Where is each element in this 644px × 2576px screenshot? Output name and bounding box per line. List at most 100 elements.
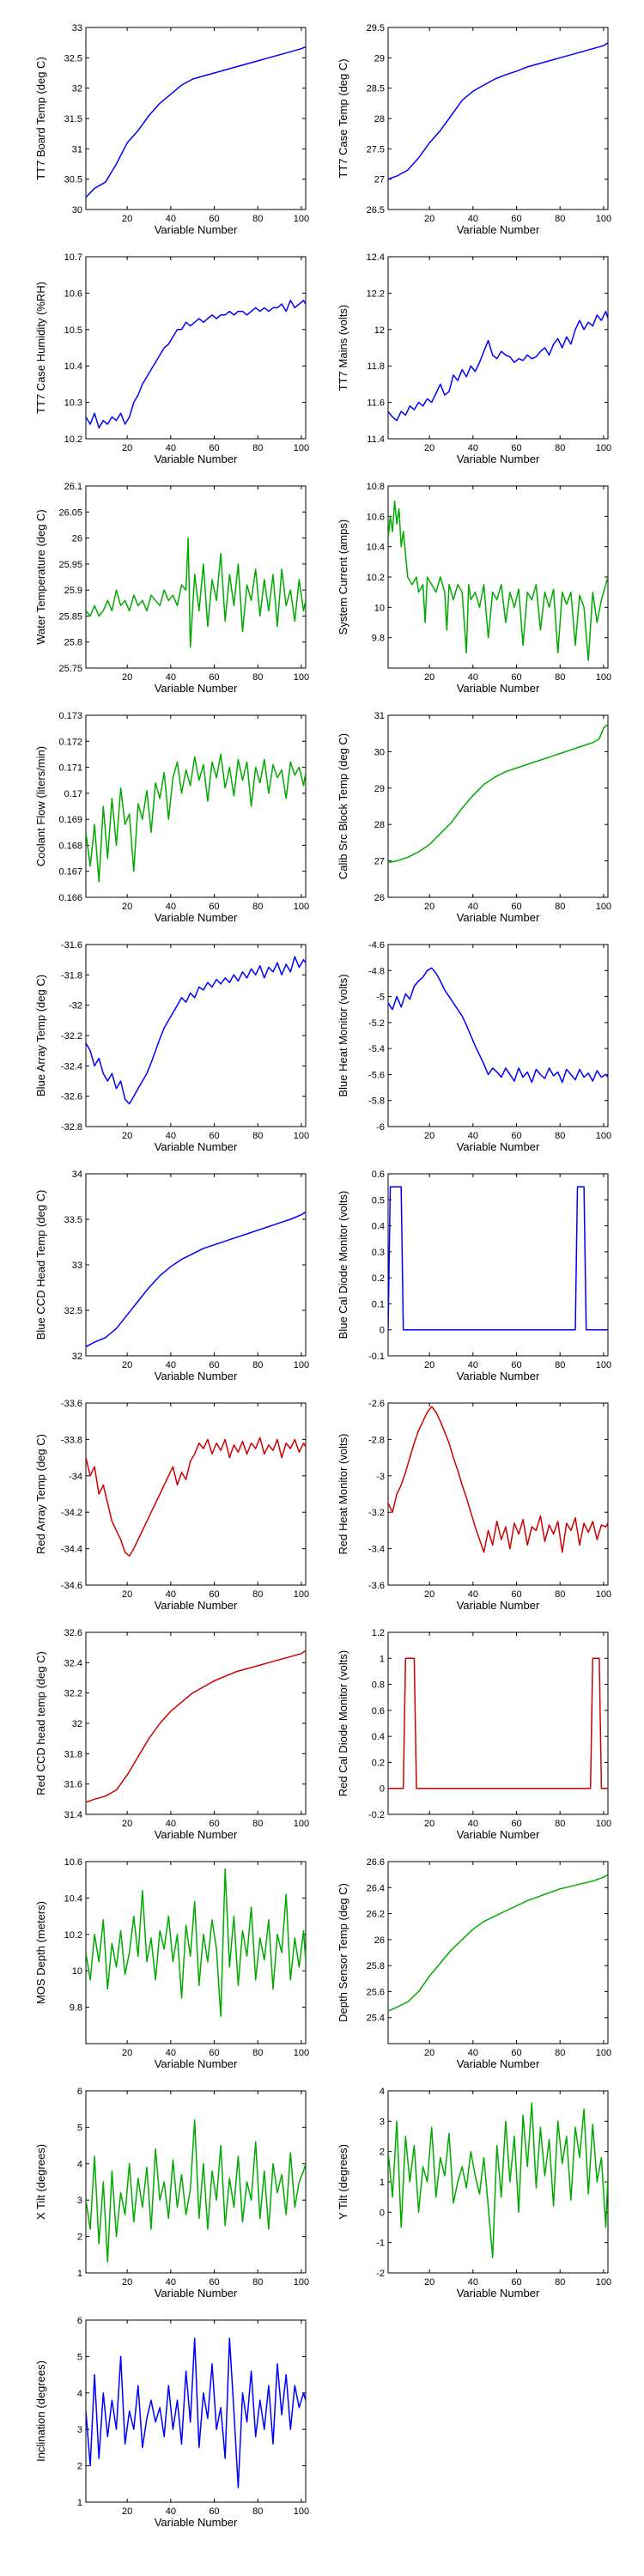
x-tick-label: 100 (294, 1589, 309, 1600)
y-tick-label: 30.5 (64, 175, 82, 185)
x-tick-label: 80 (555, 443, 565, 453)
x-tick-label: 40 (166, 2506, 176, 2517)
y-tick-label: -32.4 (61, 1061, 82, 1072)
x-axis-label: Variable Number (457, 682, 540, 695)
x-tick-label: 100 (294, 902, 309, 912)
y-tick-label: 0.4 (372, 1732, 385, 1742)
x-tick-label: 40 (468, 443, 478, 453)
y-tick-label: 0.171 (58, 763, 82, 774)
x-tick-label: 60 (511, 1360, 521, 1370)
y-tick-label: 10.6 (367, 512, 385, 522)
y-tick-label: 12.2 (367, 289, 385, 299)
x-tick-label: 40 (468, 1360, 478, 1370)
y-tick-label: 0 (380, 2208, 385, 2218)
series-line (86, 1437, 306, 1557)
y-tick-label: 0.6 (372, 1706, 385, 1716)
x-tick-label: 20 (424, 902, 434, 912)
y-tick-label: 26.1 (64, 482, 82, 492)
chart-panel-18: 20 40 60 80 100 25.4 25.6 25.8 26 26.2 26.4 26.6 Var… (337, 1857, 611, 2070)
y-tick-label: 27.5 (367, 144, 385, 155)
y-tick-label: -5.2 (368, 1018, 385, 1029)
x-axis-label: Variable Number (155, 911, 238, 924)
x-tick-label: 20 (122, 2277, 132, 2287)
y-tick-label: 30 (374, 747, 385, 757)
x-tick-label: 40 (468, 2277, 478, 2287)
y-tick-label: 11.8 (367, 361, 385, 372)
series-line (86, 2119, 306, 2263)
y-tick-label: 0.3 (372, 1248, 385, 1258)
chart-panel-1: 20 40 60 80 100 30 30.5 31 31.5 32 32.5 33 Variable … (34, 23, 309, 236)
plot-frame (387, 27, 609, 210)
x-tick-label: 20 (122, 1360, 132, 1370)
x-tick-label: 100 (294, 2506, 309, 2517)
x-tick-label: 40 (166, 2048, 176, 2058)
x-tick-label: 20 (122, 672, 132, 683)
y-tick-label: 0.166 (58, 893, 82, 903)
series-line (388, 500, 608, 661)
plot-frame (85, 2319, 307, 2503)
x-tick-label: 60 (209, 2506, 219, 2517)
y-tick-label: 29.5 (367, 23, 385, 33)
y-tick-label: -0.1 (368, 1352, 385, 1362)
y-tick-label: -34.4 (61, 1545, 82, 1555)
x-tick-label: 20 (122, 1589, 132, 1600)
plot-frame (85, 1173, 307, 1357)
x-tick-label: 100 (596, 1131, 611, 1141)
x-tick-label: 40 (468, 214, 478, 224)
y-axis-label: Blue CCD Head Temp (deg C) (34, 1190, 47, 1340)
y-axis-label: X Tilt (degrees) (34, 2144, 47, 2220)
series-line (388, 724, 608, 864)
y-tick-label: 34 (72, 1170, 82, 1180)
y-tick-label: -3.2 (368, 1508, 385, 1518)
plot-frame (387, 714, 609, 898)
x-tick-label: 60 (209, 1360, 219, 1370)
x-axis-label: Variable Number (155, 682, 238, 695)
y-tick-label: 25.95 (58, 560, 82, 570)
y-tick-label: 26 (374, 893, 385, 903)
series-line (388, 967, 608, 1084)
series-line (86, 1211, 306, 1348)
plot-frame (387, 1173, 609, 1357)
series-line (86, 46, 306, 198)
y-tick-label: 12 (374, 325, 385, 336)
y-tick-label: 9.8 (70, 2003, 82, 2014)
series-line (388, 1657, 608, 1789)
y-axis-label: TT7 Case Temp (deg C) (337, 58, 349, 178)
y-tick-label: -2.8 (368, 1435, 385, 1445)
x-axis-label: Variable Number (155, 1140, 238, 1153)
y-tick-label: 31.4 (64, 1810, 82, 1820)
y-tick-label: 4 (77, 2160, 82, 2170)
y-tick-label: 5 (77, 2123, 82, 2133)
x-tick-label: 60 (209, 2048, 219, 2058)
y-tick-label: -5.8 (368, 1097, 385, 1107)
y-tick-label: 4 (77, 2389, 82, 2399)
plot-frame (85, 944, 307, 1127)
x-tick-label: 80 (555, 1589, 565, 1600)
plot-frame (85, 485, 307, 669)
chart-panel-2: 20 40 60 80 100 26.5 27 27.5 28 28.5 29 29.5 Variabl… (337, 23, 611, 236)
x-tick-label: 100 (294, 1131, 309, 1141)
x-tick-label: 100 (294, 1360, 309, 1370)
y-tick-label: 0.1 (372, 1299, 385, 1309)
y-tick-label: -31.6 (61, 940, 82, 951)
x-tick-label: 20 (424, 1589, 434, 1600)
y-tick-label: 29 (374, 53, 385, 64)
chart-panel-20: 20 40 60 80 100 -2 -1 0 1 2 3 4 Variable Number Y Til… (337, 2087, 611, 2300)
x-tick-label: 80 (252, 1360, 263, 1370)
y-tick-label: 3 (77, 2425, 82, 2435)
y-tick-label: 25.8 (64, 638, 82, 648)
y-tick-label: 27 (374, 857, 385, 867)
series-line (86, 1649, 306, 1803)
y-axis-label: System Current (amps) (337, 519, 349, 635)
series-line (86, 956, 306, 1105)
x-tick-label: 60 (511, 2048, 521, 2058)
x-tick-label: 80 (555, 1360, 565, 1370)
x-tick-label: 60 (511, 1131, 521, 1141)
y-tick-label: 31 (374, 711, 385, 721)
y-tick-label: 10 (374, 603, 385, 613)
x-tick-label: 80 (555, 214, 565, 224)
y-tick-label: 26.5 (367, 205, 385, 216)
x-axis-label: Variable Number (457, 223, 540, 236)
y-tick-label: 3 (380, 2117, 385, 2127)
